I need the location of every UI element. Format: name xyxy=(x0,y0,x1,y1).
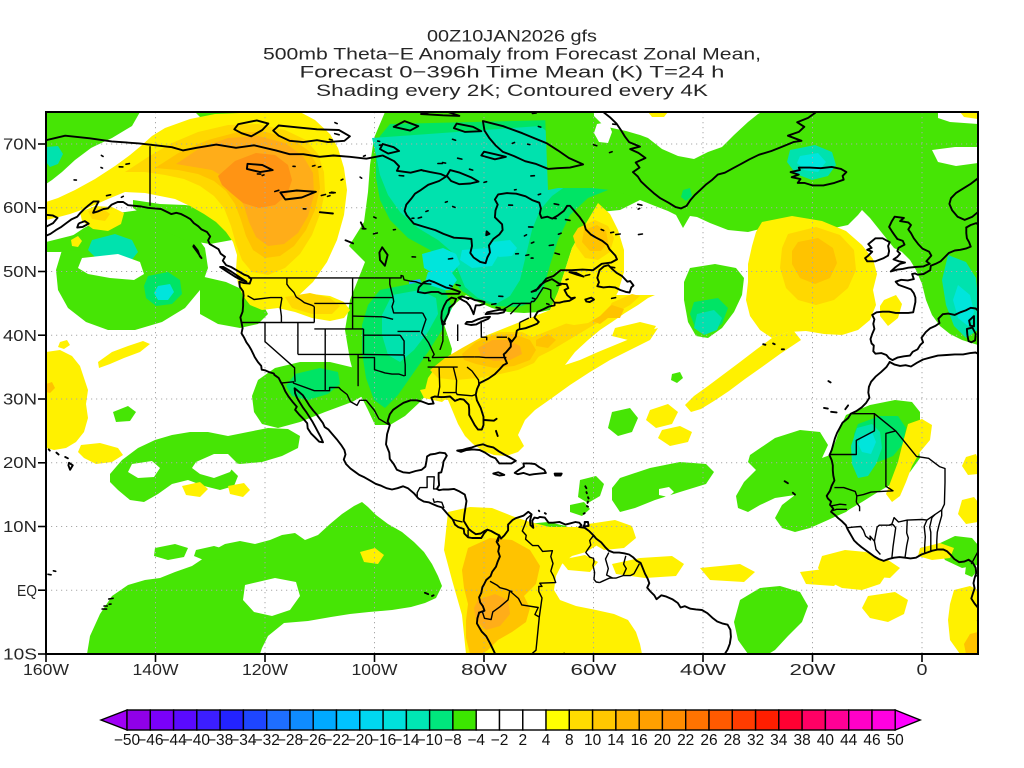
svg-text:−26: −26 xyxy=(300,732,326,749)
svg-text:−40: −40 xyxy=(184,732,211,749)
svg-text:46: 46 xyxy=(863,732,880,749)
svg-text:80W: 80W xyxy=(461,662,508,679)
svg-text:−10: −10 xyxy=(416,732,443,749)
svg-text:−38: −38 xyxy=(207,732,233,749)
svg-text:50N: 50N xyxy=(3,264,37,281)
svg-text:0: 0 xyxy=(917,662,928,679)
svg-text:20: 20 xyxy=(654,732,672,749)
svg-text:60W: 60W xyxy=(571,662,618,679)
svg-text:−50: −50 xyxy=(114,732,141,749)
svg-text:50: 50 xyxy=(887,732,905,749)
svg-text:140W: 140W xyxy=(133,662,180,679)
svg-text:10S: 10S xyxy=(3,647,37,664)
svg-text:10N: 10N xyxy=(3,519,37,536)
svg-text:−34: −34 xyxy=(230,732,257,749)
svg-text:−20: −20 xyxy=(347,732,374,749)
svg-text:16: 16 xyxy=(631,732,648,749)
svg-text:40W: 40W xyxy=(680,662,727,679)
svg-text:22: 22 xyxy=(677,732,694,749)
svg-text:00Z10JAN2026 gfs: 00Z10JAN2026 gfs xyxy=(427,27,597,46)
svg-text:20W: 20W xyxy=(790,662,837,679)
svg-text:2: 2 xyxy=(518,732,527,749)
svg-text:30N: 30N xyxy=(3,392,37,409)
svg-text:−8: −8 xyxy=(444,732,462,749)
svg-text:−16: −16 xyxy=(370,732,396,749)
svg-text:EQ: EQ xyxy=(17,583,37,600)
svg-text:−46: −46 xyxy=(137,732,163,749)
svg-text:−22: −22 xyxy=(323,732,349,749)
svg-text:Forecast 0−396h Time Mean (K): Forecast 0−396h Time Mean (K) T=24 h xyxy=(300,63,725,82)
svg-text:−32: −32 xyxy=(254,732,280,749)
svg-text:−4: −4 xyxy=(467,732,485,749)
svg-text:40N: 40N xyxy=(3,328,37,345)
svg-text:32: 32 xyxy=(747,732,764,749)
svg-text:34: 34 xyxy=(770,732,788,749)
svg-text:500mb Theta−E Anomaly from For: 500mb Theta−E Anomaly from Forecast Zona… xyxy=(263,45,761,64)
svg-text:60N: 60N xyxy=(3,200,37,217)
svg-text:4: 4 xyxy=(542,732,551,749)
svg-text:44: 44 xyxy=(840,732,858,749)
svg-text:100W: 100W xyxy=(352,662,399,679)
svg-text:28: 28 xyxy=(724,732,741,749)
svg-text:38: 38 xyxy=(793,732,810,749)
svg-text:10: 10 xyxy=(584,732,602,749)
svg-text:120W: 120W xyxy=(242,662,289,679)
svg-text:40: 40 xyxy=(817,732,835,749)
svg-text:Shading every 2K; Contoured ev: Shading every 2K; Contoured every 4K xyxy=(316,81,709,100)
svg-text:14: 14 xyxy=(607,732,625,749)
svg-text:20N: 20N xyxy=(3,455,37,472)
svg-text:−28: −28 xyxy=(277,732,303,749)
svg-text:−44: −44 xyxy=(160,732,187,749)
svg-text:26: 26 xyxy=(700,732,717,749)
svg-text:−2: −2 xyxy=(491,732,509,749)
svg-text:160W: 160W xyxy=(23,662,70,679)
svg-text:70N: 70N xyxy=(3,137,37,154)
svg-text:−14: −14 xyxy=(393,732,420,749)
svg-text:8: 8 xyxy=(565,732,574,749)
